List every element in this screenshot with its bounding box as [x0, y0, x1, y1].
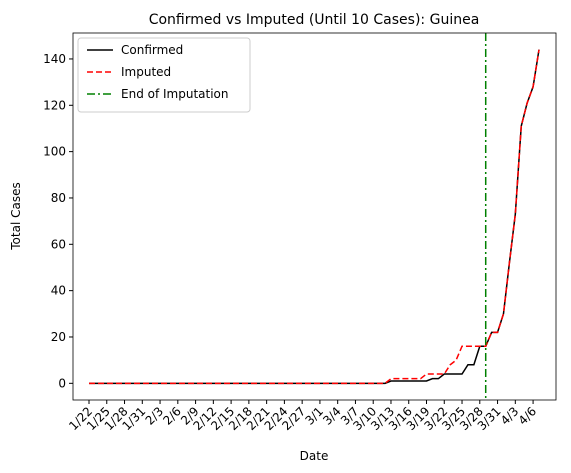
y-tick-label: 120 [43, 98, 66, 112]
legend-label: Confirmed [121, 43, 183, 57]
series-line [89, 49, 540, 385]
y-tick-label: 60 [51, 237, 66, 251]
y-tick-label: 20 [51, 330, 66, 344]
x-tick-label: 4/6 [516, 404, 540, 428]
plot-frame [72, 32, 557, 401]
y-axis-label: Total Cases [9, 182, 23, 250]
legend-label: Imputed [121, 65, 171, 79]
chart-title: Confirmed vs Imputed (Until 10 Cases): G… [149, 12, 480, 28]
y-tick-label: 100 [43, 145, 66, 159]
y-tick-label: 80 [51, 191, 66, 205]
y-tick-label: 0 [58, 376, 66, 390]
legend-box [77, 37, 251, 113]
legend-label: End of Imputation [121, 87, 229, 101]
legend: Confirmed Imputed End of Imputation [77, 37, 251, 113]
x-axis-label: Date [300, 449, 329, 463]
y-tick-label: 140 [43, 52, 66, 66]
y-tick-label: 40 [51, 284, 66, 298]
